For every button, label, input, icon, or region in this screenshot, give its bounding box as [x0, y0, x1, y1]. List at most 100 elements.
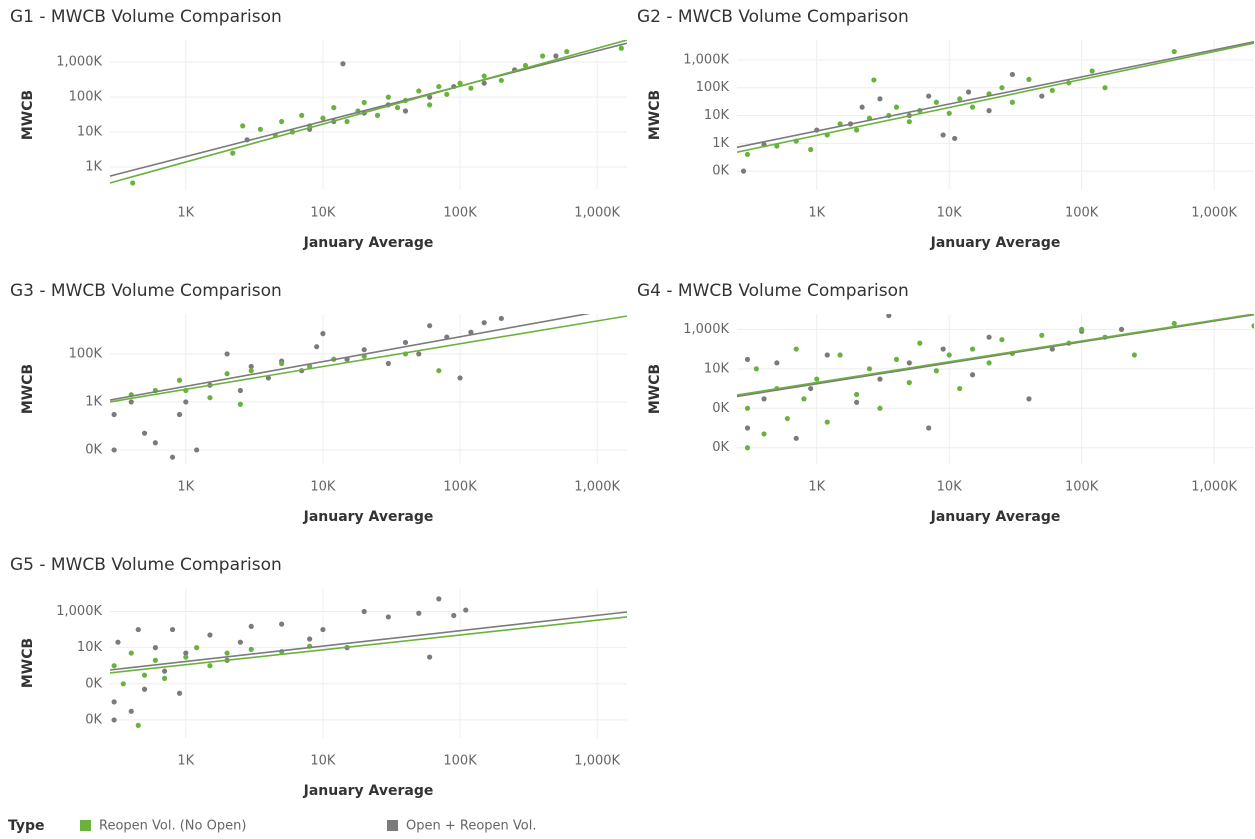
y-tick-label: 0K — [85, 442, 102, 457]
point — [128, 708, 134, 714]
chart-title: G5 - MWCB Volume Comparison — [10, 555, 282, 575]
point — [893, 104, 900, 110]
point — [761, 431, 767, 437]
point — [427, 102, 433, 108]
point — [248, 646, 254, 653]
point — [161, 675, 168, 681]
point — [314, 344, 320, 350]
trend-line — [737, 314, 1254, 396]
point — [926, 425, 932, 431]
point — [463, 607, 469, 613]
trend-line — [737, 42, 1254, 153]
point — [744, 151, 751, 158]
point — [207, 632, 213, 638]
point — [183, 399, 189, 405]
y-tick-label: 10K — [704, 361, 730, 376]
x-axis-title: January Average — [930, 235, 1061, 251]
point — [940, 346, 946, 352]
point — [468, 329, 474, 335]
point — [141, 672, 148, 678]
point — [1131, 352, 1137, 358]
point — [744, 425, 751, 431]
y-tick-label: 0K — [712, 164, 729, 179]
point — [248, 363, 254, 370]
point — [176, 411, 183, 418]
point — [1009, 99, 1016, 105]
point — [237, 387, 243, 394]
point — [320, 115, 326, 121]
point — [969, 372, 976, 378]
point — [999, 85, 1005, 91]
legend-swatch — [80, 820, 91, 831]
point — [169, 454, 176, 460]
y-tick-label: 1K — [712, 136, 729, 151]
plot-area — [737, 40, 1254, 174]
point — [402, 339, 409, 346]
point — [385, 614, 391, 620]
y-tick-label: 1,000K — [56, 604, 102, 619]
y-tick-label: 0K — [85, 676, 102, 691]
point — [340, 61, 346, 67]
y-tick-label: 10K — [77, 640, 103, 655]
x-tick-label: 1,000K — [1191, 480, 1237, 495]
point — [1026, 76, 1032, 82]
point — [481, 73, 487, 79]
point — [744, 405, 751, 411]
y-tick-label: 0K — [712, 440, 729, 455]
point — [481, 80, 487, 86]
point — [416, 610, 422, 616]
point — [837, 352, 843, 358]
x-tick-label: 1K — [177, 754, 194, 769]
x-tick-label: 1K — [177, 206, 194, 221]
point — [385, 360, 391, 367]
point — [933, 368, 939, 374]
point — [436, 83, 442, 90]
point — [854, 399, 860, 405]
point — [808, 146, 814, 153]
point — [436, 596, 442, 602]
point — [824, 419, 830, 425]
point — [1049, 346, 1055, 352]
point — [135, 722, 141, 728]
y-axis-title: MWCB — [647, 90, 663, 140]
y-tick-label: 1,000K — [683, 322, 729, 337]
x-tick-label: 10K — [937, 480, 963, 495]
point — [952, 135, 958, 142]
plot-area — [110, 40, 627, 186]
x-tick-label: 10K — [310, 754, 336, 769]
x-tick-label: 1,000K — [574, 206, 620, 221]
x-tick-label: 100K — [443, 754, 477, 769]
point — [801, 396, 807, 402]
x-axis-title: January Average — [303, 783, 434, 799]
x-tick-label: 1K — [808, 480, 825, 495]
chart-title: G2 - MWCB Volume Comparison — [637, 7, 909, 27]
chart-title: G4 - MWCB Volume Comparison — [637, 281, 909, 301]
point — [744, 445, 751, 451]
point — [194, 645, 200, 651]
point — [744, 356, 751, 363]
x-tick-label: 100K — [1065, 206, 1099, 221]
point — [893, 356, 900, 363]
point — [1009, 71, 1016, 78]
point — [111, 447, 117, 453]
point — [207, 395, 213, 401]
point — [361, 99, 367, 106]
point — [877, 376, 883, 382]
point — [141, 686, 148, 692]
legend-title: Type — [8, 818, 45, 834]
trend-line — [110, 616, 627, 674]
point — [999, 337, 1005, 343]
x-tick-label: 1,000K — [574, 754, 620, 769]
point — [279, 360, 285, 367]
point — [854, 391, 860, 398]
point — [1026, 396, 1032, 402]
point — [230, 150, 236, 156]
x-tick-label: 100K — [443, 480, 477, 495]
point — [457, 375, 463, 381]
point — [111, 663, 117, 669]
point — [361, 347, 367, 353]
trend-line — [110, 40, 627, 184]
x-tick-label: 1,000K — [1191, 206, 1237, 221]
plot-area — [110, 314, 627, 460]
